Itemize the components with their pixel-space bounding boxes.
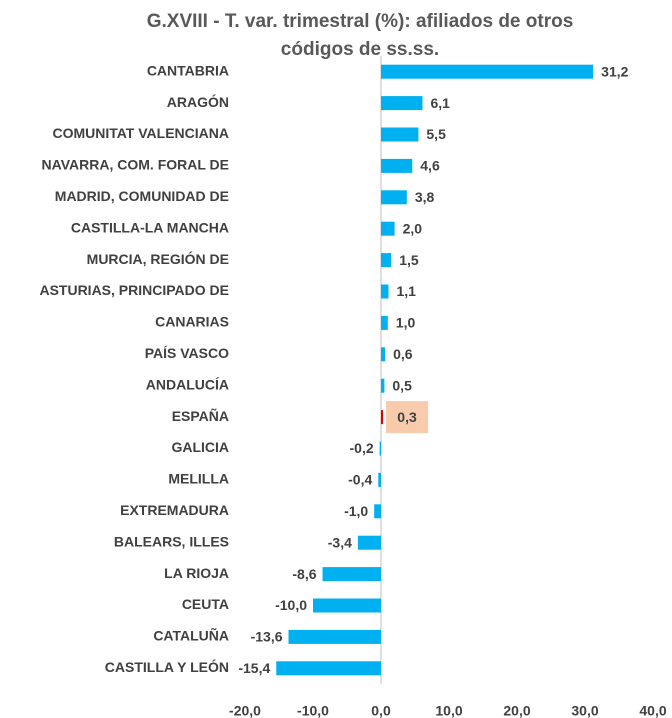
y-tick-label: ASTURIAS, PRINCIPADO DE — [39, 282, 229, 298]
bar — [276, 661, 381, 676]
value-label: -3,4 — [328, 534, 352, 550]
bar — [381, 378, 385, 393]
value-label: -0,4 — [348, 472, 372, 488]
value-label: -13,6 — [251, 629, 283, 645]
bar — [381, 64, 594, 79]
y-tick-label: NAVARRA, COM. FORAL DE — [42, 157, 229, 173]
y-tick-label: CASTILLA Y LEÓN — [105, 658, 229, 675]
x-tick-label: 40,0 — [639, 703, 666, 718]
y-tick-label: GALICIA — [171, 439, 229, 455]
bar — [381, 158, 413, 173]
y-tick-label: ESPAÑA — [172, 407, 229, 424]
value-label: 3,8 — [415, 189, 435, 205]
y-tick-label: MURCIA, REGIÓN DE — [87, 250, 229, 267]
bar — [381, 127, 419, 142]
y-tick-label: COMUNITAT VALENCIANA — [52, 125, 229, 141]
value-label: 6,1 — [430, 95, 450, 111]
bar — [378, 472, 381, 487]
bar — [381, 253, 392, 268]
y-tick-label: BALEARS, ILLES — [114, 533, 229, 549]
y-tick-label: ANDALUCÍA — [146, 376, 229, 392]
y-tick-label: LA RIOJA — [164, 565, 229, 581]
bar — [381, 347, 386, 362]
bar — [381, 410, 384, 425]
bar — [313, 598, 381, 613]
bar — [381, 190, 407, 205]
value-label: -15,4 — [238, 660, 270, 676]
chart-title: G.XVIII - T. var. trimestral (%): afilia… — [146, 11, 574, 60]
x-tick-label: 10,0 — [435, 703, 462, 718]
bar — [379, 441, 381, 456]
bar — [381, 96, 423, 111]
value-label: -1,0 — [344, 503, 368, 519]
y-tick-label: CANTABRIA — [147, 62, 229, 78]
value-label: -0,2 — [350, 440, 374, 456]
bar — [381, 221, 395, 236]
bar — [288, 629, 381, 644]
x-tick-label: -10,0 — [297, 703, 329, 718]
y-tick-label: PAÍS VASCO — [145, 345, 229, 361]
value-label: 1,0 — [396, 315, 416, 331]
value-label: -8,6 — [292, 566, 316, 582]
bar — [374, 504, 381, 519]
value-label: -10,0 — [275, 597, 307, 613]
y-tick-label: CATALUÑA — [153, 627, 229, 644]
y-tick-label: MELILLA — [168, 471, 229, 487]
x-tick-label: 0,0 — [371, 703, 391, 718]
value-label: 5,5 — [426, 126, 446, 142]
y-tick-label: CEUTA — [182, 596, 229, 612]
y-tick-label: ARAGÓN — [167, 93, 229, 110]
y-tick-label: MADRID, COMUNIDAD DE — [55, 188, 229, 204]
y-tick-label: CASTILLA-LA MANCHA — [71, 219, 229, 235]
value-label: 1,5 — [399, 252, 419, 268]
bar — [322, 567, 381, 582]
value-label: 4,6 — [420, 158, 440, 174]
bar — [381, 284, 389, 299]
label-highlight — [386, 401, 429, 434]
y-tick-label: CANARIAS — [155, 314, 229, 330]
value-label: 2,0 — [403, 220, 423, 236]
x-tick-label: -20,0 — [229, 703, 261, 718]
bar — [357, 535, 381, 550]
x-tick-label: 20,0 — [503, 703, 530, 718]
x-tick-label: 30,0 — [571, 703, 598, 718]
y-tick-label: EXTREMADURA — [120, 502, 229, 518]
value-label: 0,3 — [397, 409, 417, 425]
value-label: 31,2 — [601, 63, 628, 79]
value-label: 0,5 — [392, 377, 412, 393]
bar — [381, 315, 388, 330]
value-label: 1,1 — [396, 283, 416, 299]
value-label: 0,6 — [393, 346, 413, 362]
